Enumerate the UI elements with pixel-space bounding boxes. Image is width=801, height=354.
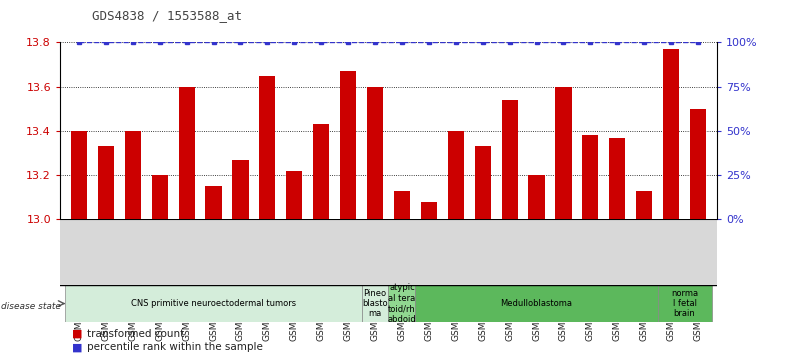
Bar	[663, 49, 679, 219]
Bar	[70, 131, 87, 219]
Bar	[125, 131, 141, 219]
Bar	[340, 71, 356, 219]
Bar	[658, 285, 711, 322]
Bar	[313, 124, 329, 219]
Bar	[98, 147, 114, 219]
Bar	[421, 202, 437, 219]
Bar	[690, 109, 706, 219]
Bar	[286, 171, 302, 219]
Bar	[151, 175, 167, 219]
Bar	[529, 175, 545, 219]
Bar	[388, 285, 416, 322]
Bar	[66, 285, 361, 322]
Bar	[416, 285, 658, 322]
Text: Medulloblastoma: Medulloblastoma	[501, 299, 573, 308]
Bar	[475, 147, 491, 219]
Text: atypic
al tera
toid/rh
abdoid: atypic al tera toid/rh abdoid	[388, 284, 417, 324]
Text: norma
l fetal
brain: norma l fetal brain	[671, 289, 698, 319]
Bar	[179, 87, 195, 219]
Text: GDS4838 / 1553588_at: GDS4838 / 1553588_at	[92, 9, 242, 22]
Bar	[361, 285, 388, 322]
Text: ■: ■	[72, 329, 86, 339]
Bar	[205, 186, 222, 219]
Text: percentile rank within the sample: percentile rank within the sample	[87, 342, 263, 352]
Bar	[448, 131, 464, 219]
Bar	[232, 160, 248, 219]
Bar	[394, 191, 410, 219]
Text: Pineo
blasto
ma: Pineo blasto ma	[362, 289, 388, 319]
Bar	[367, 87, 383, 219]
Bar	[260, 76, 276, 219]
Bar	[501, 100, 517, 219]
Text: disease state: disease state	[1, 302, 61, 311]
Text: CNS primitive neuroectodermal tumors: CNS primitive neuroectodermal tumors	[131, 299, 296, 308]
Bar	[555, 87, 572, 219]
Bar	[582, 135, 598, 219]
Bar	[610, 138, 626, 219]
Text: transformed count: transformed count	[87, 329, 183, 339]
Text: ■: ■	[72, 342, 86, 352]
Bar	[636, 191, 652, 219]
